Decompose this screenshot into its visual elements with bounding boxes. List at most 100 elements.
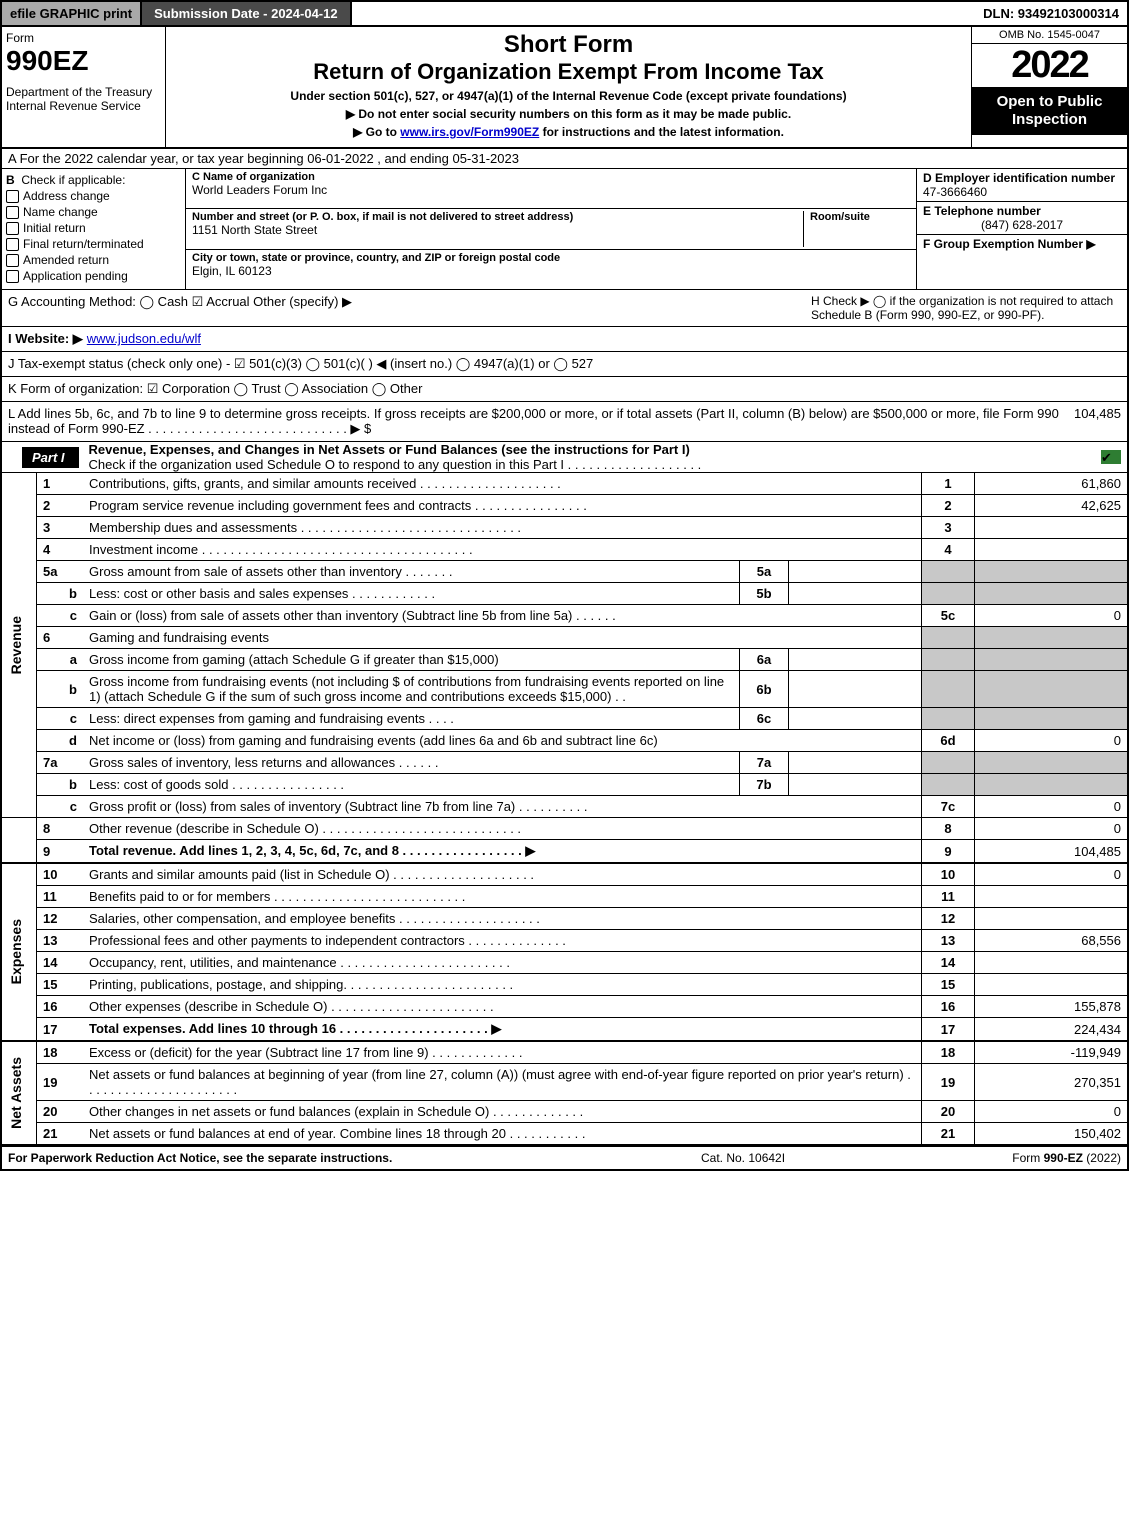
line-val: 61,860 [975, 473, 1129, 495]
expenses-side-label: Expenses [1, 863, 37, 1041]
line-col: 13 [922, 930, 975, 952]
line-val: 0 [975, 1101, 1129, 1123]
inner-val [789, 561, 922, 583]
line-col: 21 [922, 1123, 975, 1145]
cb-label: Amended return [23, 253, 109, 267]
submission-date: Submission Date - 2024-04-12 [142, 2, 352, 25]
line-num: 14 [37, 952, 84, 974]
short-form-title: Short Form [174, 31, 963, 59]
goto-pre: ▶ Go to [353, 125, 400, 139]
d-label: D Employer identification number [923, 171, 1115, 185]
line-desc: Gross income from gaming (attach Schedul… [83, 649, 740, 671]
cb-app-pending[interactable]: Application pending [6, 269, 181, 283]
checkbox-icon [6, 206, 19, 219]
grey-cell [922, 774, 975, 796]
line-desc: Grants and similar amounts paid (list in… [83, 863, 922, 886]
check-if: Check if applicable: [21, 173, 125, 187]
line-val: 0 [975, 818, 1129, 840]
line-desc: Less: cost of goods sold . . . . . . . .… [83, 774, 740, 796]
line-desc: Salaries, other compensation, and employ… [83, 908, 922, 930]
line-val: 0 [975, 863, 1129, 886]
grey-cell [975, 671, 1129, 708]
grey-cell [975, 752, 1129, 774]
line-desc: Other expenses (describe in Schedule O) … [83, 996, 922, 1018]
accounting-method: G Accounting Method: ◯ Cash ☑ Accrual Ot… [8, 294, 811, 322]
inner-col: 7b [740, 774, 789, 796]
cb-amended[interactable]: Amended return [6, 253, 181, 267]
line-num: 13 [37, 930, 84, 952]
schedule-b-check: H Check ▶ ◯ if the organization is not r… [811, 294, 1121, 322]
line-val: 68,556 [975, 930, 1129, 952]
footer-mid: Cat. No. 10642I [701, 1151, 921, 1165]
b-label: B [6, 173, 15, 187]
part-i-header: Part I Revenue, Expenses, and Changes in… [0, 442, 1129, 473]
line-num: 7a [37, 752, 84, 774]
line-col: 16 [922, 996, 975, 1018]
line-desc: Gross profit or (loss) from sales of inv… [83, 796, 922, 818]
line-val: 0 [975, 796, 1129, 818]
line-val: 150,402 [975, 1123, 1129, 1145]
header-center: Short Form Return of Organization Exempt… [166, 27, 971, 147]
cb-initial-return[interactable]: Initial return [6, 221, 181, 235]
checkbox-icon [6, 270, 19, 283]
line-num: 11 [37, 886, 84, 908]
f-label: F Group Exemption Number ▶ [923, 237, 1096, 251]
grey-cell [922, 671, 975, 708]
line-num: 10 [37, 863, 84, 886]
col-d: D Employer identification number 47-3666… [916, 169, 1127, 289]
inner-val [789, 752, 922, 774]
line-num: 19 [37, 1064, 84, 1101]
form-word: Form [6, 31, 161, 45]
grey-cell [922, 583, 975, 605]
line-num: 18 [37, 1041, 84, 1064]
checkbox-icon [6, 238, 19, 251]
page-footer: For Paperwork Reduction Act Notice, see … [0, 1145, 1129, 1171]
website-label: I Website: ▶ [8, 331, 83, 347]
line-desc: Professional fees and other payments to … [83, 930, 922, 952]
cb-final-return[interactable]: Final return/terminated [6, 237, 181, 251]
line-val: 0 [975, 730, 1129, 752]
grey-cell [975, 561, 1129, 583]
line-num: 5a [37, 561, 84, 583]
line-desc: Printing, publications, postage, and shi… [83, 974, 922, 996]
line-col: 2 [922, 495, 975, 517]
row-g-h: G Accounting Method: ◯ Cash ☑ Accrual Ot… [0, 290, 1129, 327]
checkbox-icon [6, 190, 19, 203]
part-i-badge: Part I [22, 447, 79, 468]
cb-address-change[interactable]: Address change [6, 189, 181, 203]
row-l: L Add lines 5b, 6c, and 7b to line 9 to … [0, 402, 1129, 442]
line-num: 4 [37, 539, 84, 561]
name-label: C Name of organization [192, 171, 910, 183]
line-col: 11 [922, 886, 975, 908]
line-val: 224,434 [975, 1018, 1129, 1042]
line-desc: Gross income from fundraising events (no… [83, 671, 740, 708]
line-val [975, 908, 1129, 930]
dln: DLN: 93492103000314 [975, 2, 1127, 25]
inner-val [789, 708, 922, 730]
grey-cell [922, 649, 975, 671]
inspection-badge: Open to Public Inspection [972, 87, 1127, 135]
line-num: b [37, 774, 84, 796]
line-num: 3 [37, 517, 84, 539]
line-col: 8 [922, 818, 975, 840]
efile-print-button[interactable]: efile GRAPHIC print [2, 2, 142, 25]
website-link[interactable]: www.judson.edu/wlf [87, 331, 201, 347]
line-desc: Less: direct expenses from gaming and fu… [83, 708, 740, 730]
form-header: Form 990EZ Department of the Treasury In… [0, 27, 1129, 149]
line-desc: Other revenue (describe in Schedule O) .… [83, 818, 922, 840]
part-subtitle: Check if the organization used Schedule … [89, 457, 702, 472]
line-col: 3 [922, 517, 975, 539]
line-desc: Occupancy, rent, utilities, and maintena… [83, 952, 922, 974]
netassets-side-label: Net Assets [1, 1041, 37, 1145]
line-desc: Net income or (loss) from gaming and fun… [83, 730, 922, 752]
return-title: Return of Organization Exempt From Incom… [174, 59, 963, 85]
form-number: 990EZ [6, 45, 161, 77]
line-desc: Net assets or fund balances at beginning… [83, 1064, 922, 1101]
line-desc: Benefits paid to or for members . . . . … [83, 886, 922, 908]
department: Department of the Treasury Internal Reve… [6, 85, 161, 113]
line-desc: Gross sales of inventory, less returns a… [83, 752, 740, 774]
line-desc: Net assets or fund balances at end of ye… [83, 1123, 922, 1145]
irs-link[interactable]: www.irs.gov/Form990EZ [400, 125, 539, 139]
part-title-text: Revenue, Expenses, and Changes in Net As… [89, 442, 690, 457]
cb-name-change[interactable]: Name change [6, 205, 181, 219]
